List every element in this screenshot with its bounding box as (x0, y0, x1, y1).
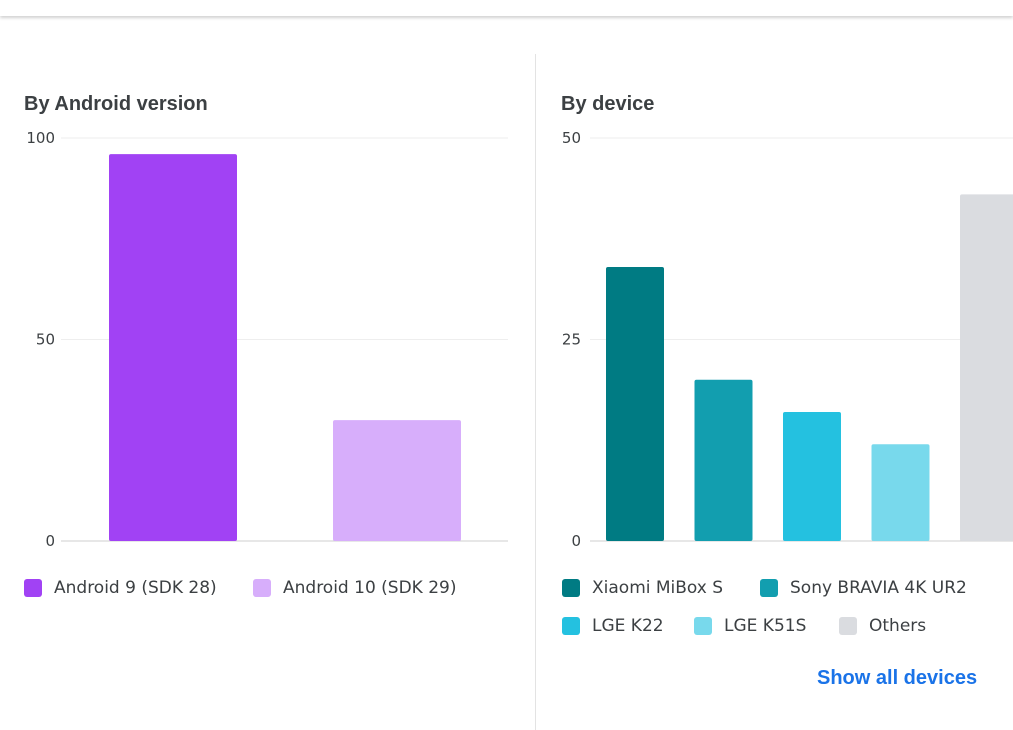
device-chart: 0 25 50 (562, 129, 1013, 550)
legend-item-lge-k51s[interactable]: LGE K51S (694, 614, 806, 638)
legend-swatch-android-10 (253, 579, 271, 597)
panel-divider (535, 54, 536, 730)
y-tick-label-50: 50 (562, 129, 581, 147)
legend-item-android-10[interactable]: Android 10 (SDK 29) (253, 576, 457, 600)
show-all-devices-link[interactable]: Show all devices (817, 667, 978, 689)
bar-android-10-sdk-29[interactable] (333, 420, 461, 541)
bar-lge-k22[interactable] (783, 412, 841, 541)
legend-swatch-android-9 (24, 579, 42, 597)
legend-item-xiaomi-mibox-s[interactable]: Xiaomi MiBox S (562, 576, 723, 600)
android-version-title: By Android version (24, 93, 208, 115)
legend-label-others: Others (869, 616, 927, 636)
legend-label-lge-k51s: LGE K51S (724, 616, 807, 636)
android-version-chart: 0 50 100 (26, 129, 508, 550)
legend-label-sony-bravia: Sony BRAVIA 4K UR2 (790, 578, 967, 598)
bar-xiaomi-mibox-s[interactable] (606, 266, 664, 541)
bar-android-9-sdk-28[interactable] (109, 154, 237, 541)
bar-others[interactable] (960, 194, 1013, 541)
legend-label-android-10: Android 10 (SDK 29) (283, 578, 457, 598)
device-panel: By device 0 25 50 Xiaomi MiBox S Sony BRAV… (536, 0, 1013, 730)
top-app-bar (0, 0, 1013, 16)
legend-label-lge-k22: LGE K22 (592, 616, 664, 636)
legend-label-xiaomi-mibox-s: Xiaomi MiBox S (592, 578, 724, 598)
legend-item-lge-k22[interactable]: LGE K22 (562, 614, 664, 638)
android-version-panel: By Android version 0 50 100 Android 9 (SDK… (24, 93, 508, 600)
legend-item-sony-bravia[interactable]: Sony BRAVIA 4K UR2 (760, 576, 967, 600)
bar-lge-k51s[interactable] (871, 444, 930, 541)
bar-sony-bravia-4k-ur2[interactable] (694, 379, 753, 541)
legend-swatch-others (839, 617, 857, 635)
y-tick-label-100: 100 (26, 129, 55, 147)
device-title: By device (561, 93, 655, 115)
y-tick-label-0: 0 (45, 532, 55, 550)
legend-swatch-lge-k51s (694, 617, 712, 635)
legend-swatch-xiaomi-mibox-s (562, 579, 580, 597)
y-tick-label-50: 50 (36, 331, 55, 349)
legend-item-android-9[interactable]: Android 9 (SDK 28) (24, 576, 217, 600)
legend-label-android-9: Android 9 (SDK 28) (54, 578, 217, 598)
legend-item-others[interactable]: Others (839, 614, 926, 638)
y-tick-label-25: 25 (562, 331, 581, 349)
legend-swatch-sony-bravia (760, 579, 778, 597)
y-tick-label-0: 0 (571, 532, 581, 550)
legend-swatch-lge-k22 (562, 617, 580, 635)
